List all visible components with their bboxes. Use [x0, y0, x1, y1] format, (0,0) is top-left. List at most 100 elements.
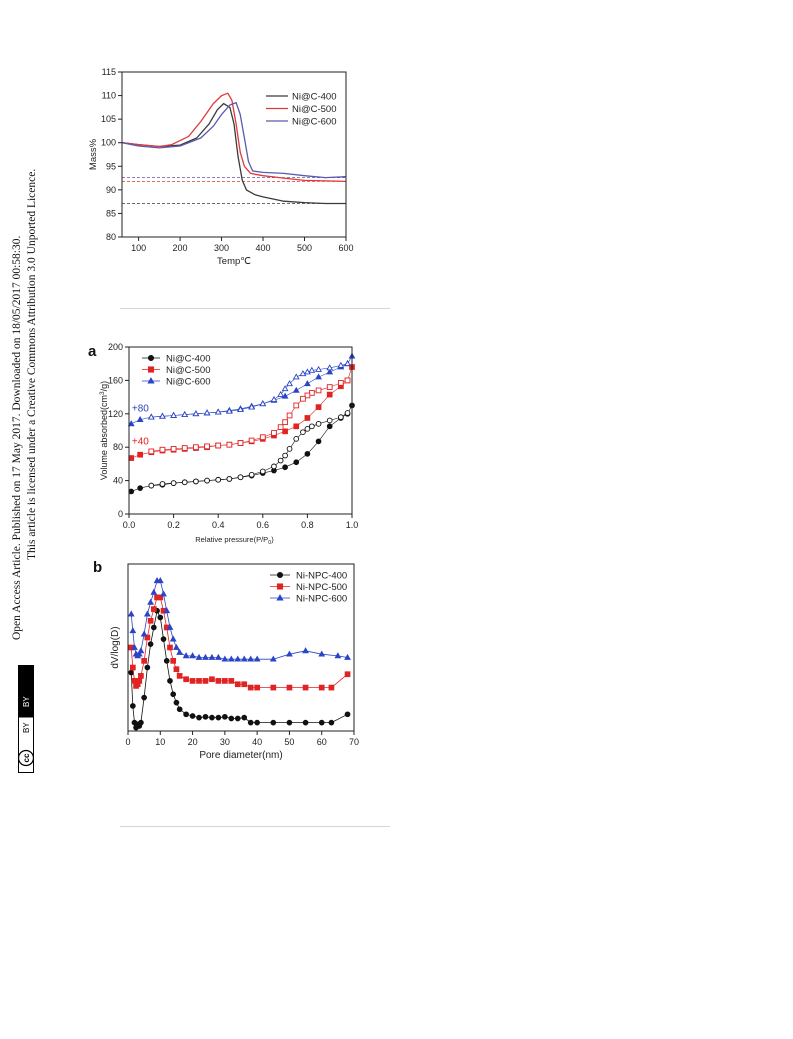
isotherm-offset-label: +40 — [132, 437, 149, 448]
isotherm-x-tick-label: 0.0 — [123, 520, 136, 530]
tga-x-tick-label: 100 — [131, 243, 146, 253]
isotherm-desorption-point — [181, 445, 188, 451]
psd-legend-marker — [276, 594, 284, 601]
psd-point — [344, 653, 351, 660]
tga-chart: 100 200 300 400 500 600 80 85 90 95 100 105 110 115 Te… — [88, 67, 354, 267]
psd-point — [228, 678, 235, 684]
isotherm-adsorption-point — [292, 386, 300, 393]
isotherm-legend-label: Ni@C-400 — [166, 354, 211, 365]
psd-point — [286, 650, 293, 657]
isotherm-desorption-point — [193, 444, 199, 451]
tga-x-tick-label: 300 — [214, 243, 229, 253]
isotherm-desorption-point — [170, 480, 177, 486]
psd-point — [160, 636, 167, 643]
psd-point — [143, 610, 151, 617]
tga-y-tick-label: 110 — [102, 91, 116, 101]
isotherm-x-tick-label: 0.8 — [301, 520, 314, 530]
cc-by-badge[interactable]: cc BY BY — [18, 665, 34, 773]
psd-point — [318, 684, 325, 691]
psd-point — [138, 719, 144, 726]
psd-point — [196, 714, 202, 721]
psd-point — [150, 588, 158, 595]
tga-y-tick-label: 105 — [101, 114, 116, 124]
isotherm-desorption-point — [181, 479, 188, 486]
psd-point — [344, 711, 351, 718]
psd-point — [189, 713, 196, 719]
psd-point — [150, 606, 157, 612]
psd-point — [183, 676, 189, 683]
isotherm-desorption-point — [293, 402, 300, 409]
tga-legend-label: Ni@C-500 — [292, 104, 337, 115]
isotherm-desorption-point — [159, 412, 166, 419]
psd-point — [166, 623, 174, 630]
psd-point — [269, 655, 277, 662]
isotherm-frame — [128, 346, 353, 515]
isotherm-desorption-point — [237, 405, 244, 412]
isotherm-adsorption-line — [131, 405, 353, 492]
isotherm-chart: a 0.0 0.2 0.4 0.6 0.8 1.0 0 40 80 120 160 200 Relativ… — [88, 342, 358, 546]
isotherm-desorption-point — [300, 395, 306, 402]
psd-point — [157, 614, 164, 621]
isotherm-x-tick-label: 0.2 — [167, 520, 180, 530]
isotherm-desorption-point — [286, 446, 293, 452]
tga-series-line — [121, 102, 346, 205]
tga-y-tick-label: 85 — [106, 208, 116, 218]
isotherm-adsorption-point — [127, 420, 135, 427]
isotherm-adsorption-point — [137, 485, 144, 491]
psd-point — [160, 590, 167, 597]
psd-point — [176, 673, 183, 679]
isotherm-desorption-point — [337, 361, 345, 368]
psd-x-tick-label: 20 — [188, 737, 198, 747]
isotherm-adsorption-line — [131, 366, 353, 459]
isotherm-desorption-point — [293, 436, 300, 442]
psd-point — [189, 678, 196, 684]
isotherm-desorption-point — [225, 407, 233, 414]
isotherm-desorption-point — [326, 364, 334, 371]
tga-legend-label: Ni@C-600 — [292, 117, 337, 128]
psd-point — [138, 673, 144, 679]
psd-series-line — [130, 609, 348, 729]
psd-point — [302, 719, 309, 726]
psd-point — [215, 678, 222, 684]
psd-point — [234, 715, 241, 722]
isotherm-desorption-point — [326, 384, 333, 390]
psd-x-tick-label: 30 — [220, 737, 230, 747]
psd-point — [240, 655, 248, 662]
isotherm-offset-label: +80 — [132, 403, 149, 414]
psd-point — [318, 719, 325, 726]
isotherm-desorption-point — [338, 380, 344, 386]
isotherm-desorption-point — [193, 478, 199, 485]
isotherm-x-tick-label: 1.0 — [346, 520, 359, 530]
psd-point — [253, 655, 261, 662]
isotherm-legend-label: Ni@C-500 — [166, 365, 211, 376]
psd-point — [176, 648, 184, 655]
psd-point — [173, 666, 180, 673]
psd-x-axis-label: Pore diameter(nm) — [199, 750, 282, 761]
tga-x-axis-label: Temp℃ — [217, 256, 251, 267]
psd-x-tick-label: 40 — [252, 737, 262, 747]
isotherm-desorption-point — [204, 443, 210, 450]
psd-point — [344, 671, 351, 678]
psd-point — [131, 643, 138, 650]
isotherm-adsorption-point — [326, 391, 333, 398]
isotherm-desorption-point — [309, 423, 315, 430]
isotherm-desorption-point — [281, 385, 289, 392]
isotherm-desorption-point — [277, 457, 284, 464]
isotherm-desorption-point — [148, 448, 155, 455]
psd-point — [221, 655, 229, 662]
psd-point — [129, 703, 136, 709]
isotherm-desorption-point — [237, 440, 244, 446]
isotherm-x-tick-label: 0.4 — [212, 520, 225, 530]
psd-point — [241, 681, 248, 688]
psd-point — [182, 652, 190, 659]
psd-point — [222, 678, 228, 684]
isotherm-desorption-point — [248, 403, 256, 410]
tga-x-tick-label: 500 — [297, 243, 312, 253]
cc-text: cc — [22, 753, 31, 762]
isotherm-desorption-point — [315, 387, 322, 394]
isotherm-desorption-point — [270, 395, 278, 402]
psd-point — [167, 678, 173, 684]
isotherm-desorption-point — [315, 365, 322, 372]
tga-series-line — [121, 92, 347, 183]
